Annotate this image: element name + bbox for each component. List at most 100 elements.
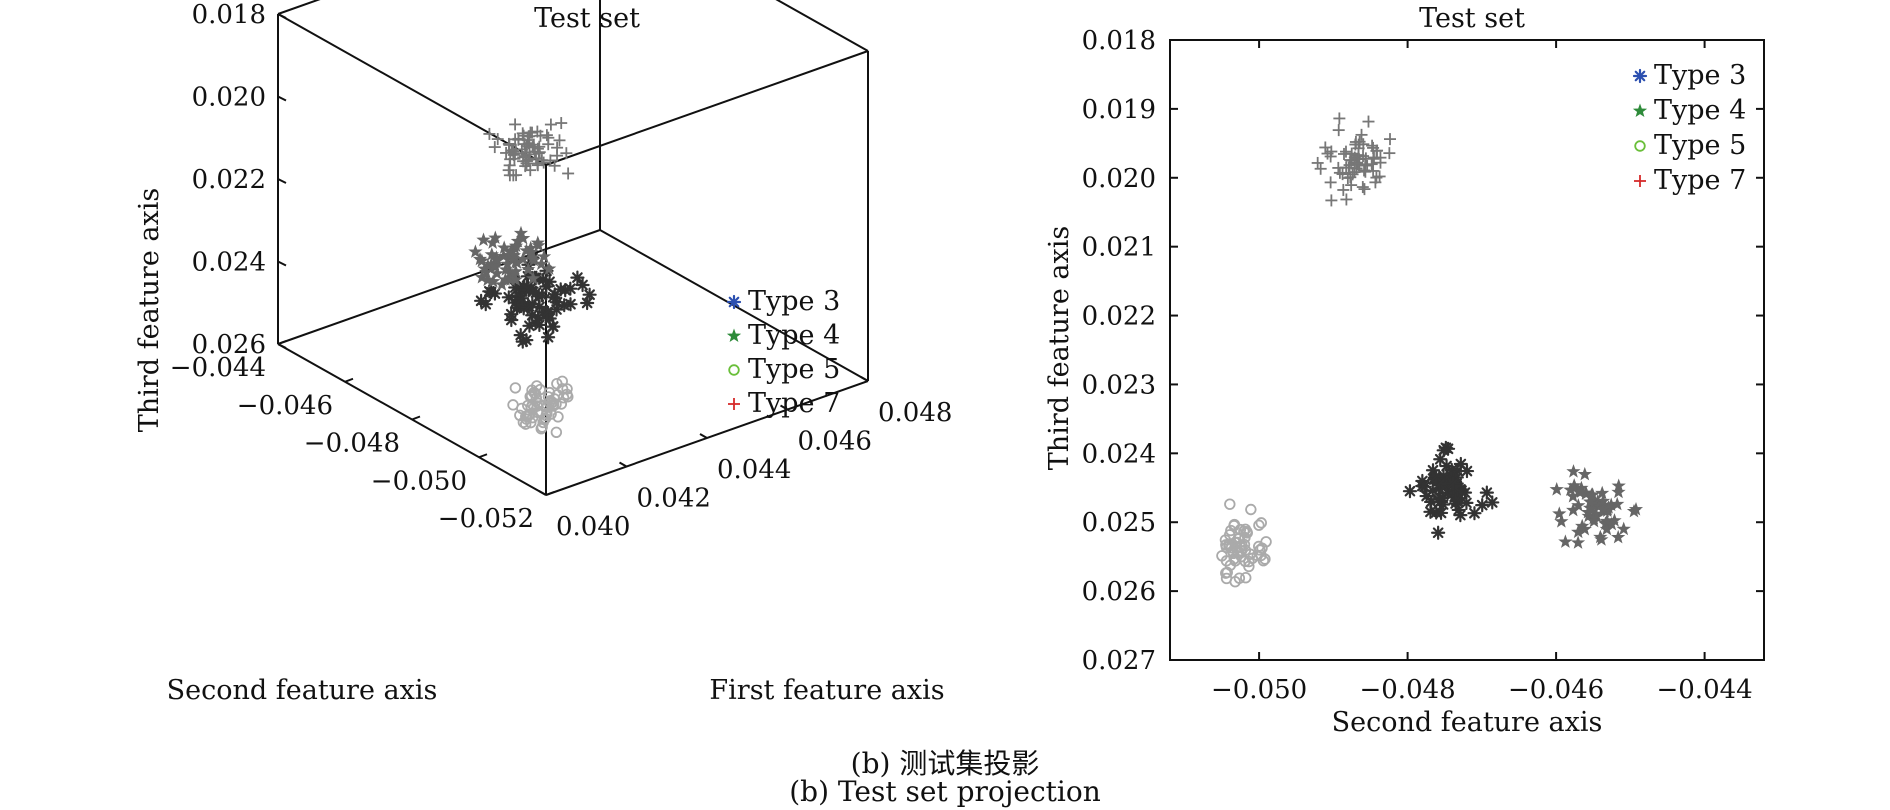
point2d-0-39 xyxy=(1467,506,1482,521)
point3d-3-50 xyxy=(491,133,504,146)
point2d-3-59 xyxy=(1383,147,1396,160)
chart3d-legend-label-2: Type 5 xyxy=(748,354,840,385)
point3d-3-65 xyxy=(508,152,521,165)
point2d-1-10 xyxy=(1570,535,1586,549)
point2d-3-69 xyxy=(1370,171,1383,184)
x3d-tick-label-1: 0.042 xyxy=(637,484,711,514)
point3d-2-53 xyxy=(519,418,532,430)
x3d-tick-4 xyxy=(860,376,869,382)
y2d-tick-label-4: 0.022 xyxy=(1082,302,1156,332)
point3d-2-47 xyxy=(525,416,537,429)
point2d-1-57 xyxy=(1595,485,1610,500)
chart-3d-xlabel: First feature axis xyxy=(709,675,944,706)
point2d-2-20 xyxy=(1224,498,1236,510)
point3d-0-55 xyxy=(549,295,565,310)
x3d-tick-label-4: 0.048 xyxy=(878,398,952,428)
chart3d-legend-label-1: Type 4 xyxy=(748,320,840,351)
z3d-tick-label-4: 0.026 xyxy=(192,330,266,360)
point2d-3-53 xyxy=(1332,161,1345,174)
x2d-tick-label-2: −0.046 xyxy=(1508,675,1604,705)
point3d-3-62 xyxy=(537,156,550,169)
point2d-0-38 xyxy=(1433,505,1449,521)
point2d-3-64 xyxy=(1355,128,1368,141)
point3d-0-1 xyxy=(570,270,585,285)
chart2d-legend-label-3: Type 7 xyxy=(1654,165,1746,196)
y3d-tick-label-3: −0.050 xyxy=(371,466,467,496)
point3d-3-28 xyxy=(483,127,496,140)
chart-2d-xlabel: Second feature axis xyxy=(1332,707,1603,738)
y2d-tick-label-1: 0.019 xyxy=(1082,95,1156,125)
point3d-2-51 xyxy=(546,396,558,408)
y2d-tick-label-9: 0.027 xyxy=(1082,646,1156,676)
x3d-tick-label-0: 0.040 xyxy=(556,512,630,542)
point2d-1-46 xyxy=(1628,501,1644,516)
chart2d-legend-marker-3 xyxy=(1634,175,1646,187)
point3d-2-32 xyxy=(526,384,538,396)
y3d-tick-label-4: −0.052 xyxy=(438,504,534,534)
point2d-1-48 xyxy=(1566,502,1581,517)
point3d-0-48 xyxy=(580,295,595,311)
point3d-3-55 xyxy=(533,146,546,159)
box-edge-9 xyxy=(277,13,547,166)
point3d-3-39 xyxy=(551,149,564,162)
point2d-3-21 xyxy=(1324,176,1337,189)
chart3d-legend-label-0: Type 3 xyxy=(748,286,840,317)
point2d-1-50 xyxy=(1552,506,1567,520)
point3d-1-54 xyxy=(530,235,545,250)
point3d-2-54 xyxy=(541,407,553,420)
point3d-0-63 xyxy=(528,285,544,300)
chart2d-legend-label-1: Type 4 xyxy=(1654,95,1746,126)
z3d-tick-2 xyxy=(277,178,287,184)
point2d-3-51 xyxy=(1352,138,1365,151)
x3d-tick-label-3: 0.046 xyxy=(798,427,872,457)
point2d-2-19 xyxy=(1245,503,1257,516)
z3d-tick-0 xyxy=(277,13,287,19)
series2d-type-7 xyxy=(1311,112,1397,207)
point3d-1-55 xyxy=(508,238,524,253)
point2d-3-40 xyxy=(1321,147,1334,160)
point2d-3-22 xyxy=(1314,162,1327,175)
point2d-0-55 xyxy=(1459,463,1475,479)
point3d-1-21 xyxy=(525,271,541,285)
point3d-0-46 xyxy=(582,287,597,302)
point3d-3-68 xyxy=(518,138,531,151)
point2d-3-38 xyxy=(1362,115,1375,128)
z3d-tick-3 xyxy=(277,260,287,267)
point2d-2-33 xyxy=(1255,517,1267,529)
y2d-tick-label-2: 0.020 xyxy=(1082,164,1156,194)
x3d-tick-label-2: 0.044 xyxy=(717,455,791,485)
point2d-3-49 xyxy=(1349,135,1362,148)
x3d-tick-3 xyxy=(780,404,788,411)
point3d-3-66 xyxy=(535,154,548,167)
point3d-3-40 xyxy=(560,147,573,160)
point3d-1-19 xyxy=(500,256,515,271)
point3d-1-43 xyxy=(541,261,557,275)
y3d-tick-label-1: −0.046 xyxy=(237,391,333,421)
point3d-3-36 xyxy=(503,138,516,151)
x2d-tick-label-3: −0.044 xyxy=(1656,675,1752,705)
point2d-2-41 xyxy=(1256,542,1268,554)
y2d-tick-label-3: 0.021 xyxy=(1082,233,1156,263)
box-edge-8 xyxy=(545,50,869,166)
point3d-2-52 xyxy=(534,383,546,396)
point2d-1-32 xyxy=(1566,464,1581,478)
point2d-3-62 xyxy=(1332,124,1345,137)
point3d-1-35 xyxy=(476,232,491,247)
chart-2d-title: Test set xyxy=(1419,3,1525,34)
point2d-3-61 xyxy=(1340,193,1353,206)
point2d-3-31 xyxy=(1358,183,1371,196)
series2d-type-3 xyxy=(1402,440,1500,540)
point3d-1-28 xyxy=(536,249,552,263)
point2d-0-49 xyxy=(1402,484,1418,499)
point2d-2-40 xyxy=(1240,571,1252,584)
point3d-3-21 xyxy=(488,141,501,154)
point2d-3-34 xyxy=(1356,181,1369,194)
point2d-3-44 xyxy=(1325,194,1338,207)
point3d-2-27 xyxy=(521,410,533,423)
point3d-0-65 xyxy=(539,279,554,294)
chart-2d-plot-frame xyxy=(1169,39,1765,661)
point3d-1-57 xyxy=(474,253,490,268)
series3d-type-7 xyxy=(483,117,575,182)
point2d-2-37 xyxy=(1219,534,1232,546)
